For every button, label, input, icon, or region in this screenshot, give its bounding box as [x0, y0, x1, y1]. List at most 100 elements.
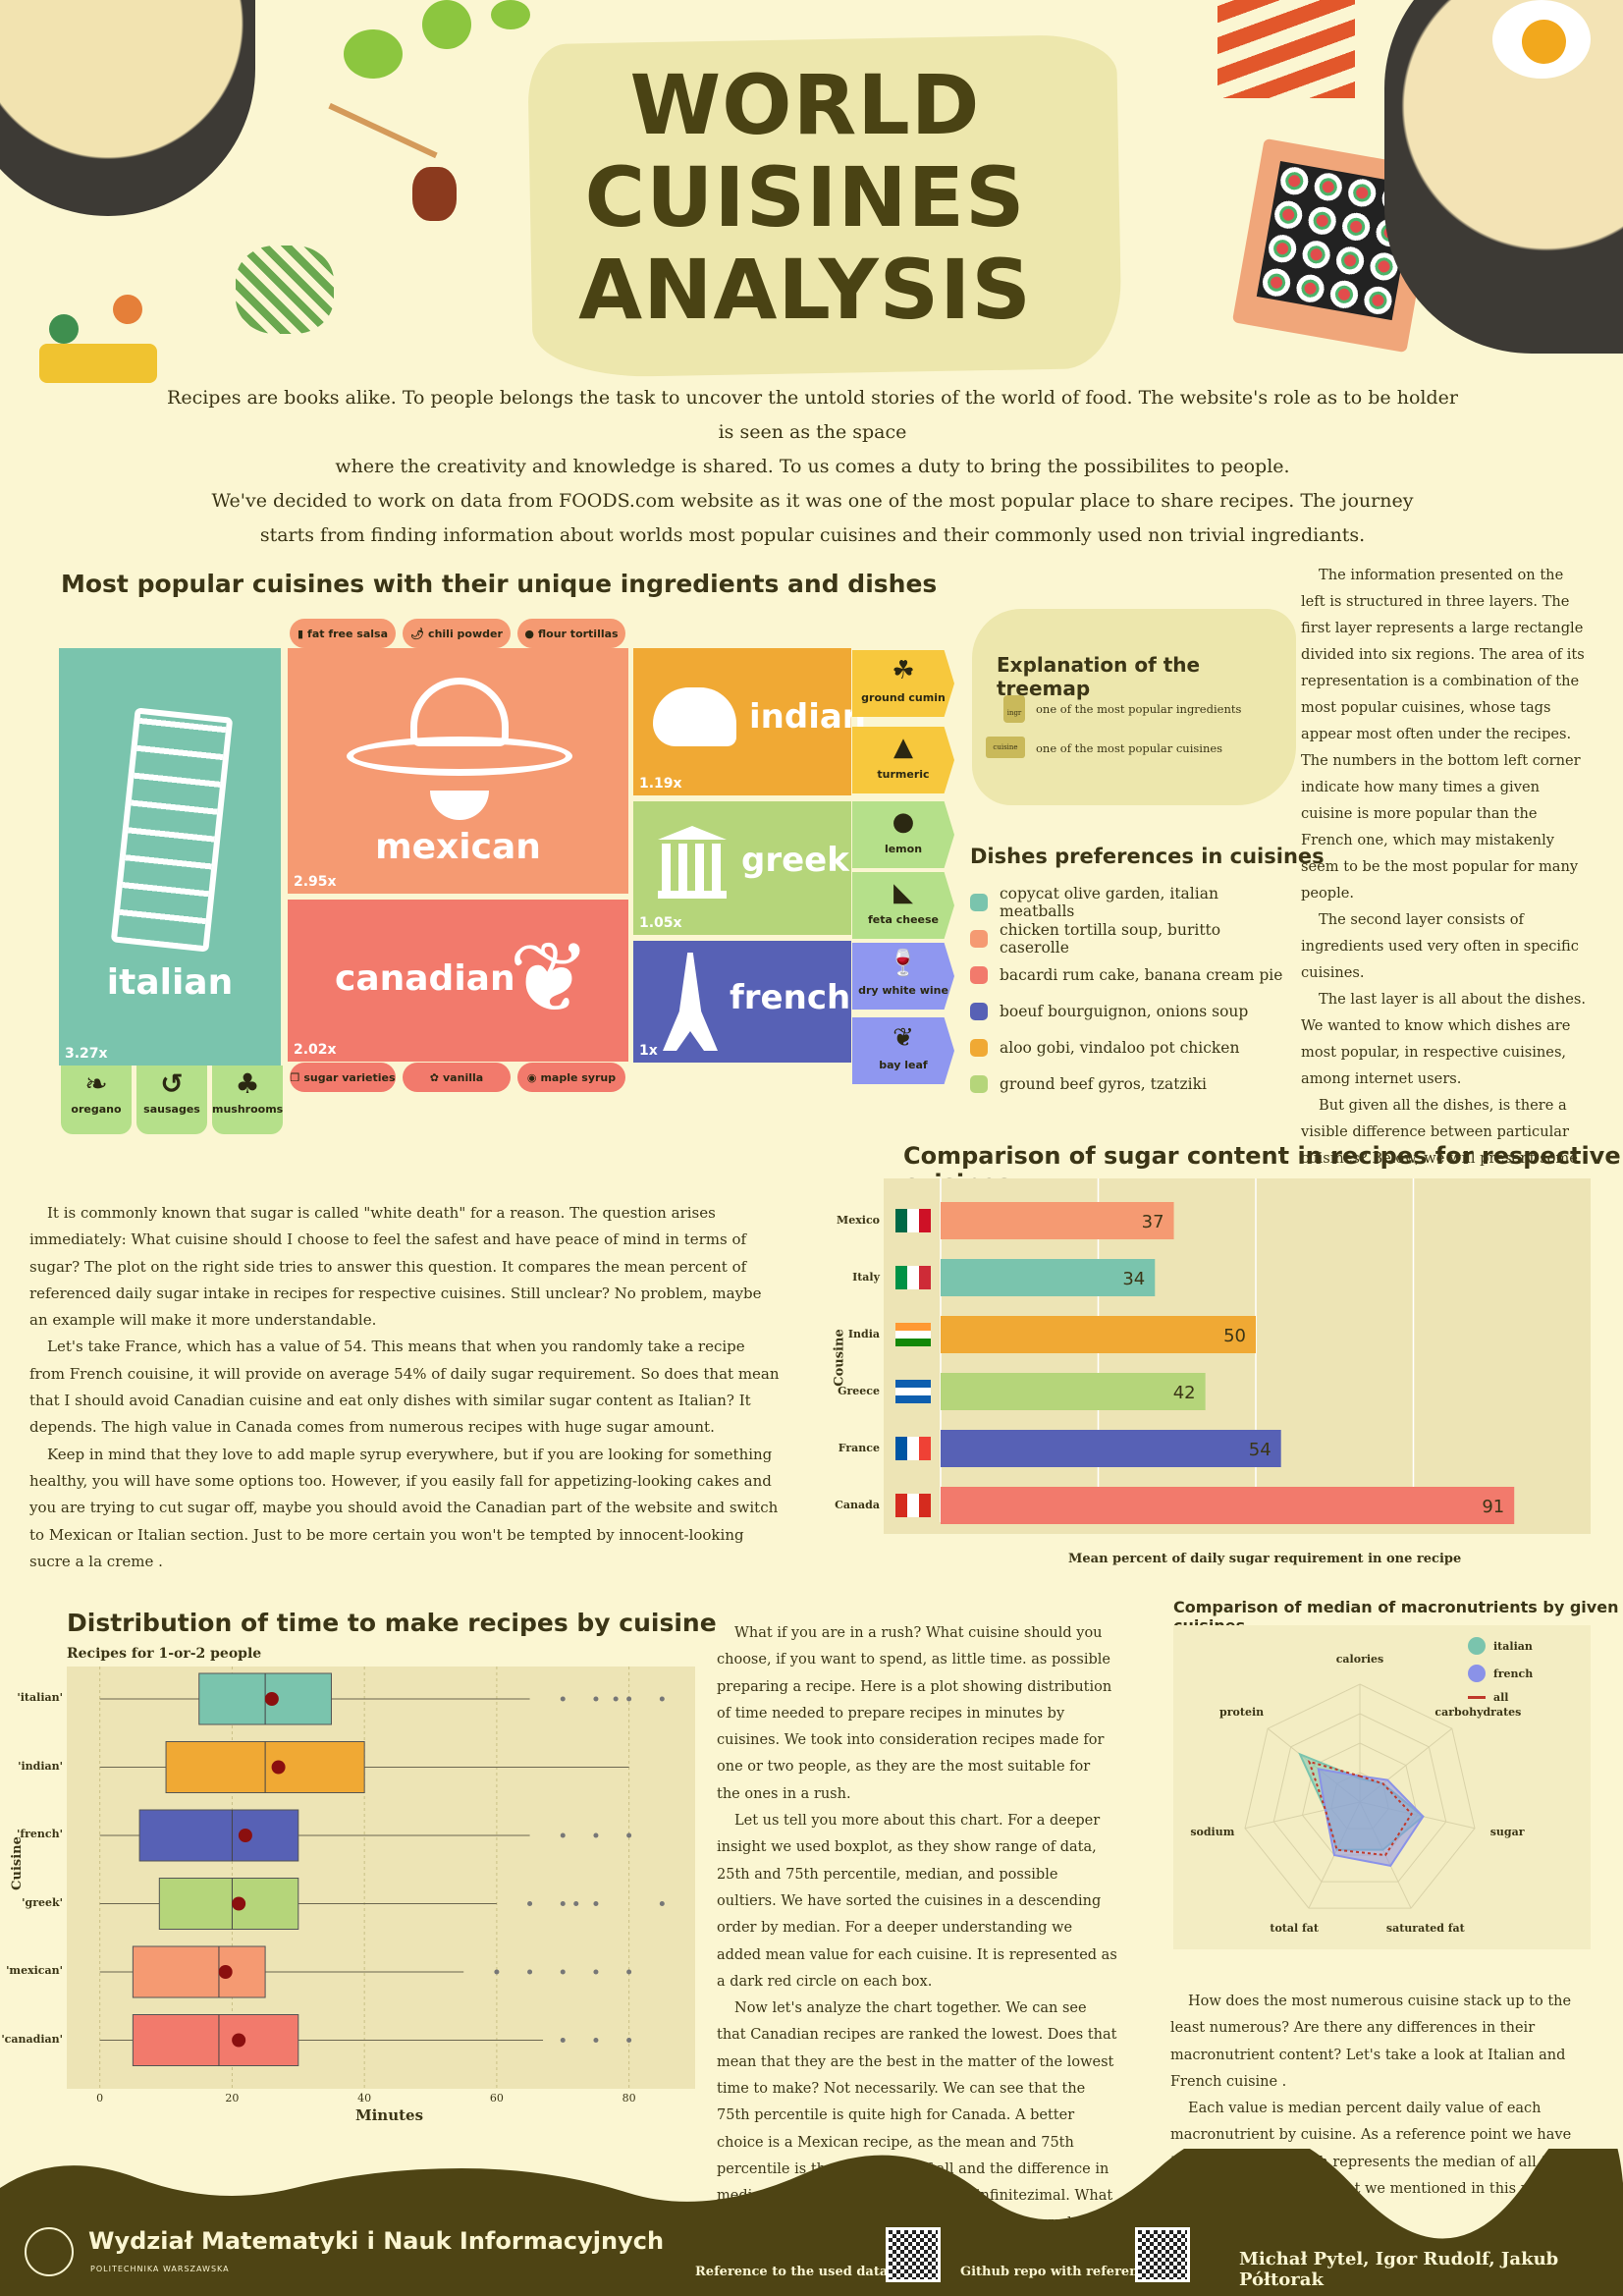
bar-value-label: 37: [1142, 1212, 1164, 1232]
dish-row-mexican: chicken tortilla soup, buritto caserolle: [970, 920, 1294, 957]
legend-cuisine-text: one of the most popular cuisines: [1036, 741, 1223, 755]
university-logo-icon: [25, 2227, 74, 2276]
mushroom-icon: ♣: [235, 1067, 260, 1100]
sombrero-icon: [347, 668, 572, 825]
legend-swatch: [970, 1002, 988, 1020]
dishes-legend: copycat olive garden, italian meatballs …: [970, 884, 1294, 1102]
tile-italian: italian 3.27x: [59, 648, 281, 1066]
cuisine-legend-icon: cuisine: [986, 737, 1025, 758]
outlier-point: [573, 1901, 579, 1906]
sugar-bar-chart: 0255075373450425491: [895, 1178, 1515, 1549]
ingredient-tag-turmeric: ▲ turmeric: [852, 727, 954, 793]
paragraph: The information presented on the left is…: [1301, 567, 1585, 902]
flag-stripe: [919, 1437, 931, 1460]
flag-stripe: [895, 1388, 931, 1395]
legend-label: italian: [1493, 1639, 1533, 1653]
tile-label: mexican: [375, 827, 541, 867]
y-category-label: Canada: [835, 1499, 880, 1511]
tag-label: chili powder: [428, 627, 503, 640]
y-category-label: 'canadian': [1, 2032, 63, 2046]
tile-multiplier: 3.27x: [65, 1046, 108, 1062]
legend-swatch: [970, 965, 988, 984]
tag-label: bay leaf: [879, 1059, 928, 1071]
tag-label: turmeric: [877, 768, 930, 781]
outlier-point: [560, 1832, 566, 1838]
radar-axis-label: total fat: [1270, 1921, 1319, 1935]
radar-axis-label: carbohydrates: [1434, 1706, 1522, 1720]
y-category-label: Mexico: [837, 1214, 880, 1227]
paragraph: Keep in mind that they love to add maple…: [29, 1445, 779, 1570]
flag-stripe: [895, 1323, 931, 1331]
flag-stripe: [895, 1209, 907, 1232]
time-y-axis-label: Cuisine: [9, 1836, 25, 1890]
x-tick-label: 0: [96, 2092, 104, 2105]
dataset-reference-label: Reference to the used dataset:: [695, 2265, 914, 2279]
intro-text: Recipes are books alike. To people belon…: [157, 381, 1468, 553]
radar-axis-label: saturated fat: [1385, 1921, 1465, 1935]
time-chart-title: Distribution of time to make recipes by …: [67, 1609, 717, 1637]
legend-swatch: [970, 929, 988, 948]
chopsticks-noodles-illustration: [324, 102, 471, 226]
tile-multiplier: 2.02x: [294, 1042, 337, 1058]
ingredient-tag-flour-tortillas: ● flour tortillas: [517, 619, 625, 648]
ingredient-tag-dry-white-wine: 🍷 dry white wine: [852, 943, 954, 1010]
legend-swatch: [970, 1038, 988, 1057]
ingredient-tag-fat-free-salsa: ▮ fat free salsa: [290, 619, 396, 648]
tile-multiplier: 1.19x: [639, 776, 682, 792]
bowl-egg-illustration: [1384, 0, 1623, 354]
outlier-point: [560, 2038, 566, 2043]
eiffel-tower-icon: [663, 953, 718, 1051]
bowl-noodles-illustration: [0, 0, 255, 216]
ingredient-tag-ground-cumin: ☘ ground cumin: [852, 650, 954, 717]
outlier-point: [593, 2038, 599, 2043]
sugar-bar: [941, 1487, 1515, 1524]
legend-swatch: [1468, 1665, 1486, 1682]
dish-row-greek: ground beef gyros, tzatziki: [970, 1066, 1294, 1102]
poster-title: WORLD CUISINES ANALYSIS: [530, 59, 1080, 336]
ingredient-tag-lemon: ● lemon: [852, 801, 954, 868]
title-line-1: WORLD: [629, 57, 981, 153]
flag-stripe: [919, 1494, 931, 1517]
flag-stripe: [895, 1331, 931, 1339]
github-qr-code[interactable]: [1135, 2227, 1190, 2282]
ingredient-tag-bay-leaf: ❦ bay leaf: [852, 1017, 954, 1084]
footer-wave: [0, 2113, 1623, 2296]
flag-stripe: [895, 1395, 931, 1403]
tile-label: greek: [741, 841, 849, 880]
tag-label: sugar varieties: [303, 1070, 396, 1084]
radar-grid: [1272, 1713, 1447, 1883]
tile-indian: indian 1.19x: [633, 648, 866, 795]
tag-label: feta cheese: [867, 913, 940, 926]
intro-line: Recipes are books alike. To people belon…: [167, 387, 1458, 443]
outlier-point: [626, 1832, 632, 1838]
outlier-point: [560, 1969, 566, 1975]
outlier-point: [613, 1696, 619, 1702]
flag-stripe: [919, 1266, 931, 1289]
outlier-point: [593, 1969, 599, 1975]
radar-axis-label: sodium: [1190, 1826, 1235, 1839]
cumin-icon: ☘: [892, 656, 915, 685]
tag-label: flour tortillas: [538, 627, 619, 640]
y-category-label: 'indian': [18, 1759, 63, 1773]
outlier-point: [626, 2038, 632, 2043]
y-category-label: India: [847, 1328, 880, 1340]
bar-value-label: 34: [1122, 1269, 1145, 1289]
broccoli-illustration: [344, 0, 540, 98]
github-reference-label: Github repo with references:: [960, 2265, 1166, 2279]
mean-marker: [232, 2033, 246, 2048]
university-name: POLITECHNIKA WARSZAWSKA: [90, 2265, 230, 2273]
outlier-point: [659, 1696, 665, 1702]
flag-icon: [895, 1380, 931, 1403]
tag-label: vanilla: [443, 1070, 484, 1084]
dish-row-canadian: bacardi rum cake, banana cream pie: [970, 957, 1294, 993]
radar-line: [1307, 1760, 1413, 1857]
people-eating-illustration: [39, 295, 157, 383]
x-tick-label: 80: [622, 2092, 636, 2105]
wine-glass-icon: 🍷: [887, 949, 920, 978]
tile-mexican: mexican 2.95x: [288, 648, 628, 894]
vanilla-flower-icon: ✿: [429, 1070, 440, 1084]
paragraph: Let's take France, which has a value of …: [29, 1338, 780, 1437]
outlier-point: [527, 1901, 533, 1906]
dataset-qr-code[interactable]: [886, 2227, 941, 2282]
sausage-icon: ↺: [160, 1067, 184, 1100]
